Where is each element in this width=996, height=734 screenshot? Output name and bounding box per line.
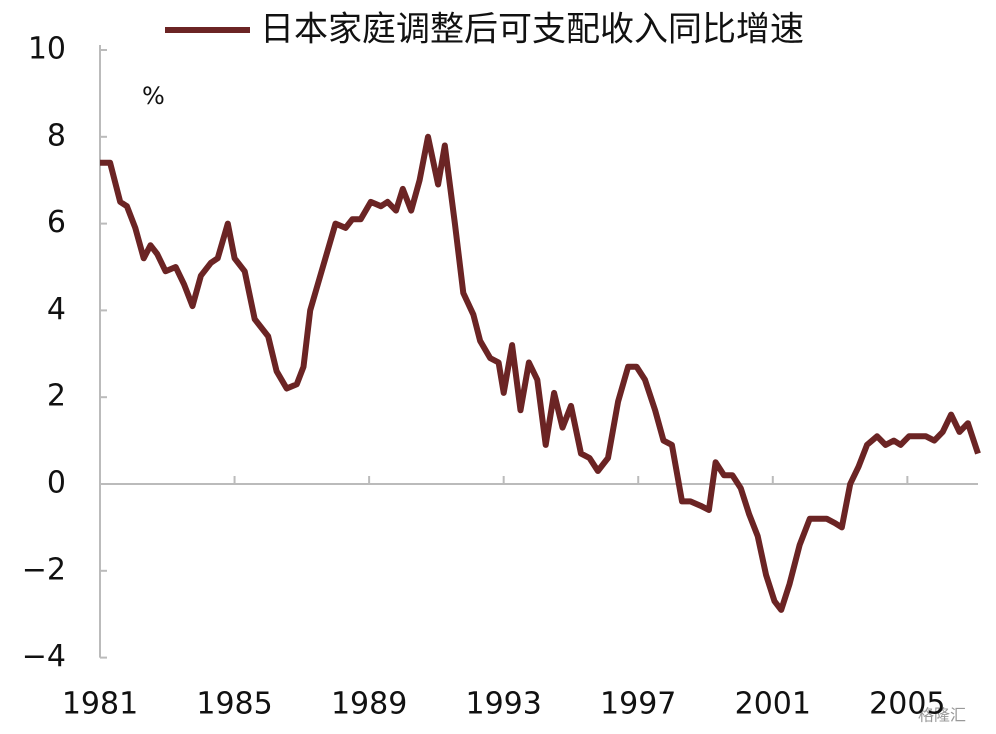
unit-label: % — [142, 82, 165, 110]
x-tick-label: 2001 — [735, 687, 811, 722]
x-tick-label: 1989 — [331, 687, 407, 722]
legend-label: 日本家庭调整后可支配收入同比增速 — [260, 10, 804, 50]
x-tick-label: 1981 — [62, 687, 138, 722]
x-tick-label: 1997 — [600, 687, 676, 722]
y-tick-label: 4 — [47, 292, 66, 327]
y-tick-label: 6 — [47, 205, 66, 240]
y-tick-label: −4 — [22, 639, 66, 674]
data-line — [100, 133, 981, 613]
x-tick-label: 1985 — [196, 687, 272, 722]
watermark: 格隆汇 — [918, 706, 966, 725]
x-tick-label: 1993 — [465, 687, 541, 722]
y-tick-label: 10 — [28, 32, 66, 67]
x-tick-label: 2005 — [869, 687, 945, 722]
y-tick-label: 8 — [47, 118, 66, 153]
y-tick-label: 2 — [47, 379, 66, 414]
y-tick-label: −2 — [22, 552, 66, 587]
y-tick-label: 0 — [47, 466, 66, 501]
